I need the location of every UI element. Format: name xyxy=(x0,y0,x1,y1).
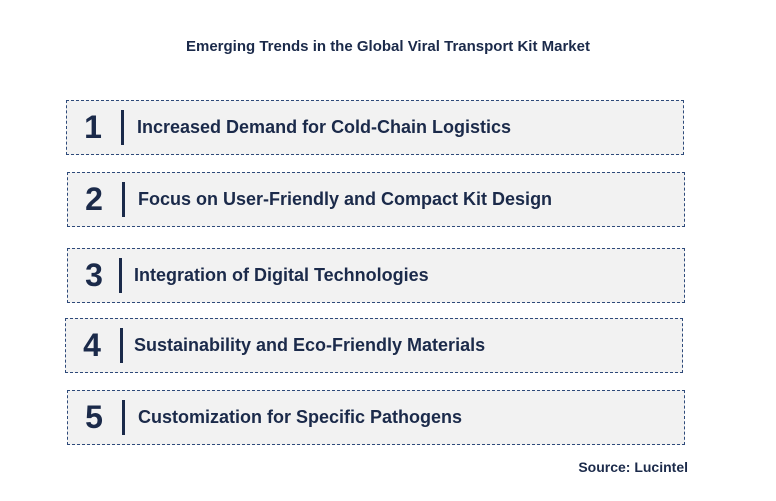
trend-item-4: 4 Sustainability and Eco-Friendly Materi… xyxy=(65,318,683,373)
trend-item-5: 5 Customization for Specific Pathogens xyxy=(67,390,685,445)
trend-divider xyxy=(121,110,124,145)
source-credit: Source: Lucintel xyxy=(578,459,688,475)
trend-item-2: 2 Focus on User-Friendly and Compact Kit… xyxy=(67,172,685,227)
trend-number: 5 xyxy=(85,399,103,435)
trend-item-1: 1 Increased Demand for Cold-Chain Logist… xyxy=(66,100,684,155)
trend-number: 4 xyxy=(83,327,101,363)
diagram-title: Emerging Trends in the Global Viral Tran… xyxy=(186,38,590,55)
trend-number: 2 xyxy=(85,181,103,217)
trend-number: 1 xyxy=(84,109,102,145)
trend-divider xyxy=(120,328,123,363)
trend-label: Focus on User-Friendly and Compact Kit D… xyxy=(138,189,553,209)
trend-item-3: 3 Integration of Digital Technologies xyxy=(67,248,685,303)
trend-divider xyxy=(119,258,122,293)
trend-label: Integration of Digital Technologies xyxy=(134,265,429,285)
trend-number: 3 xyxy=(85,257,103,293)
trend-label: Customization for Specific Pathogens xyxy=(138,407,463,427)
trend-label: Increased Demand for Cold-Chain Logistic… xyxy=(137,117,512,137)
trend-divider xyxy=(122,182,125,217)
trend-divider xyxy=(122,400,125,435)
trend-label: Sustainability and Eco-Friendly Material… xyxy=(134,335,486,355)
